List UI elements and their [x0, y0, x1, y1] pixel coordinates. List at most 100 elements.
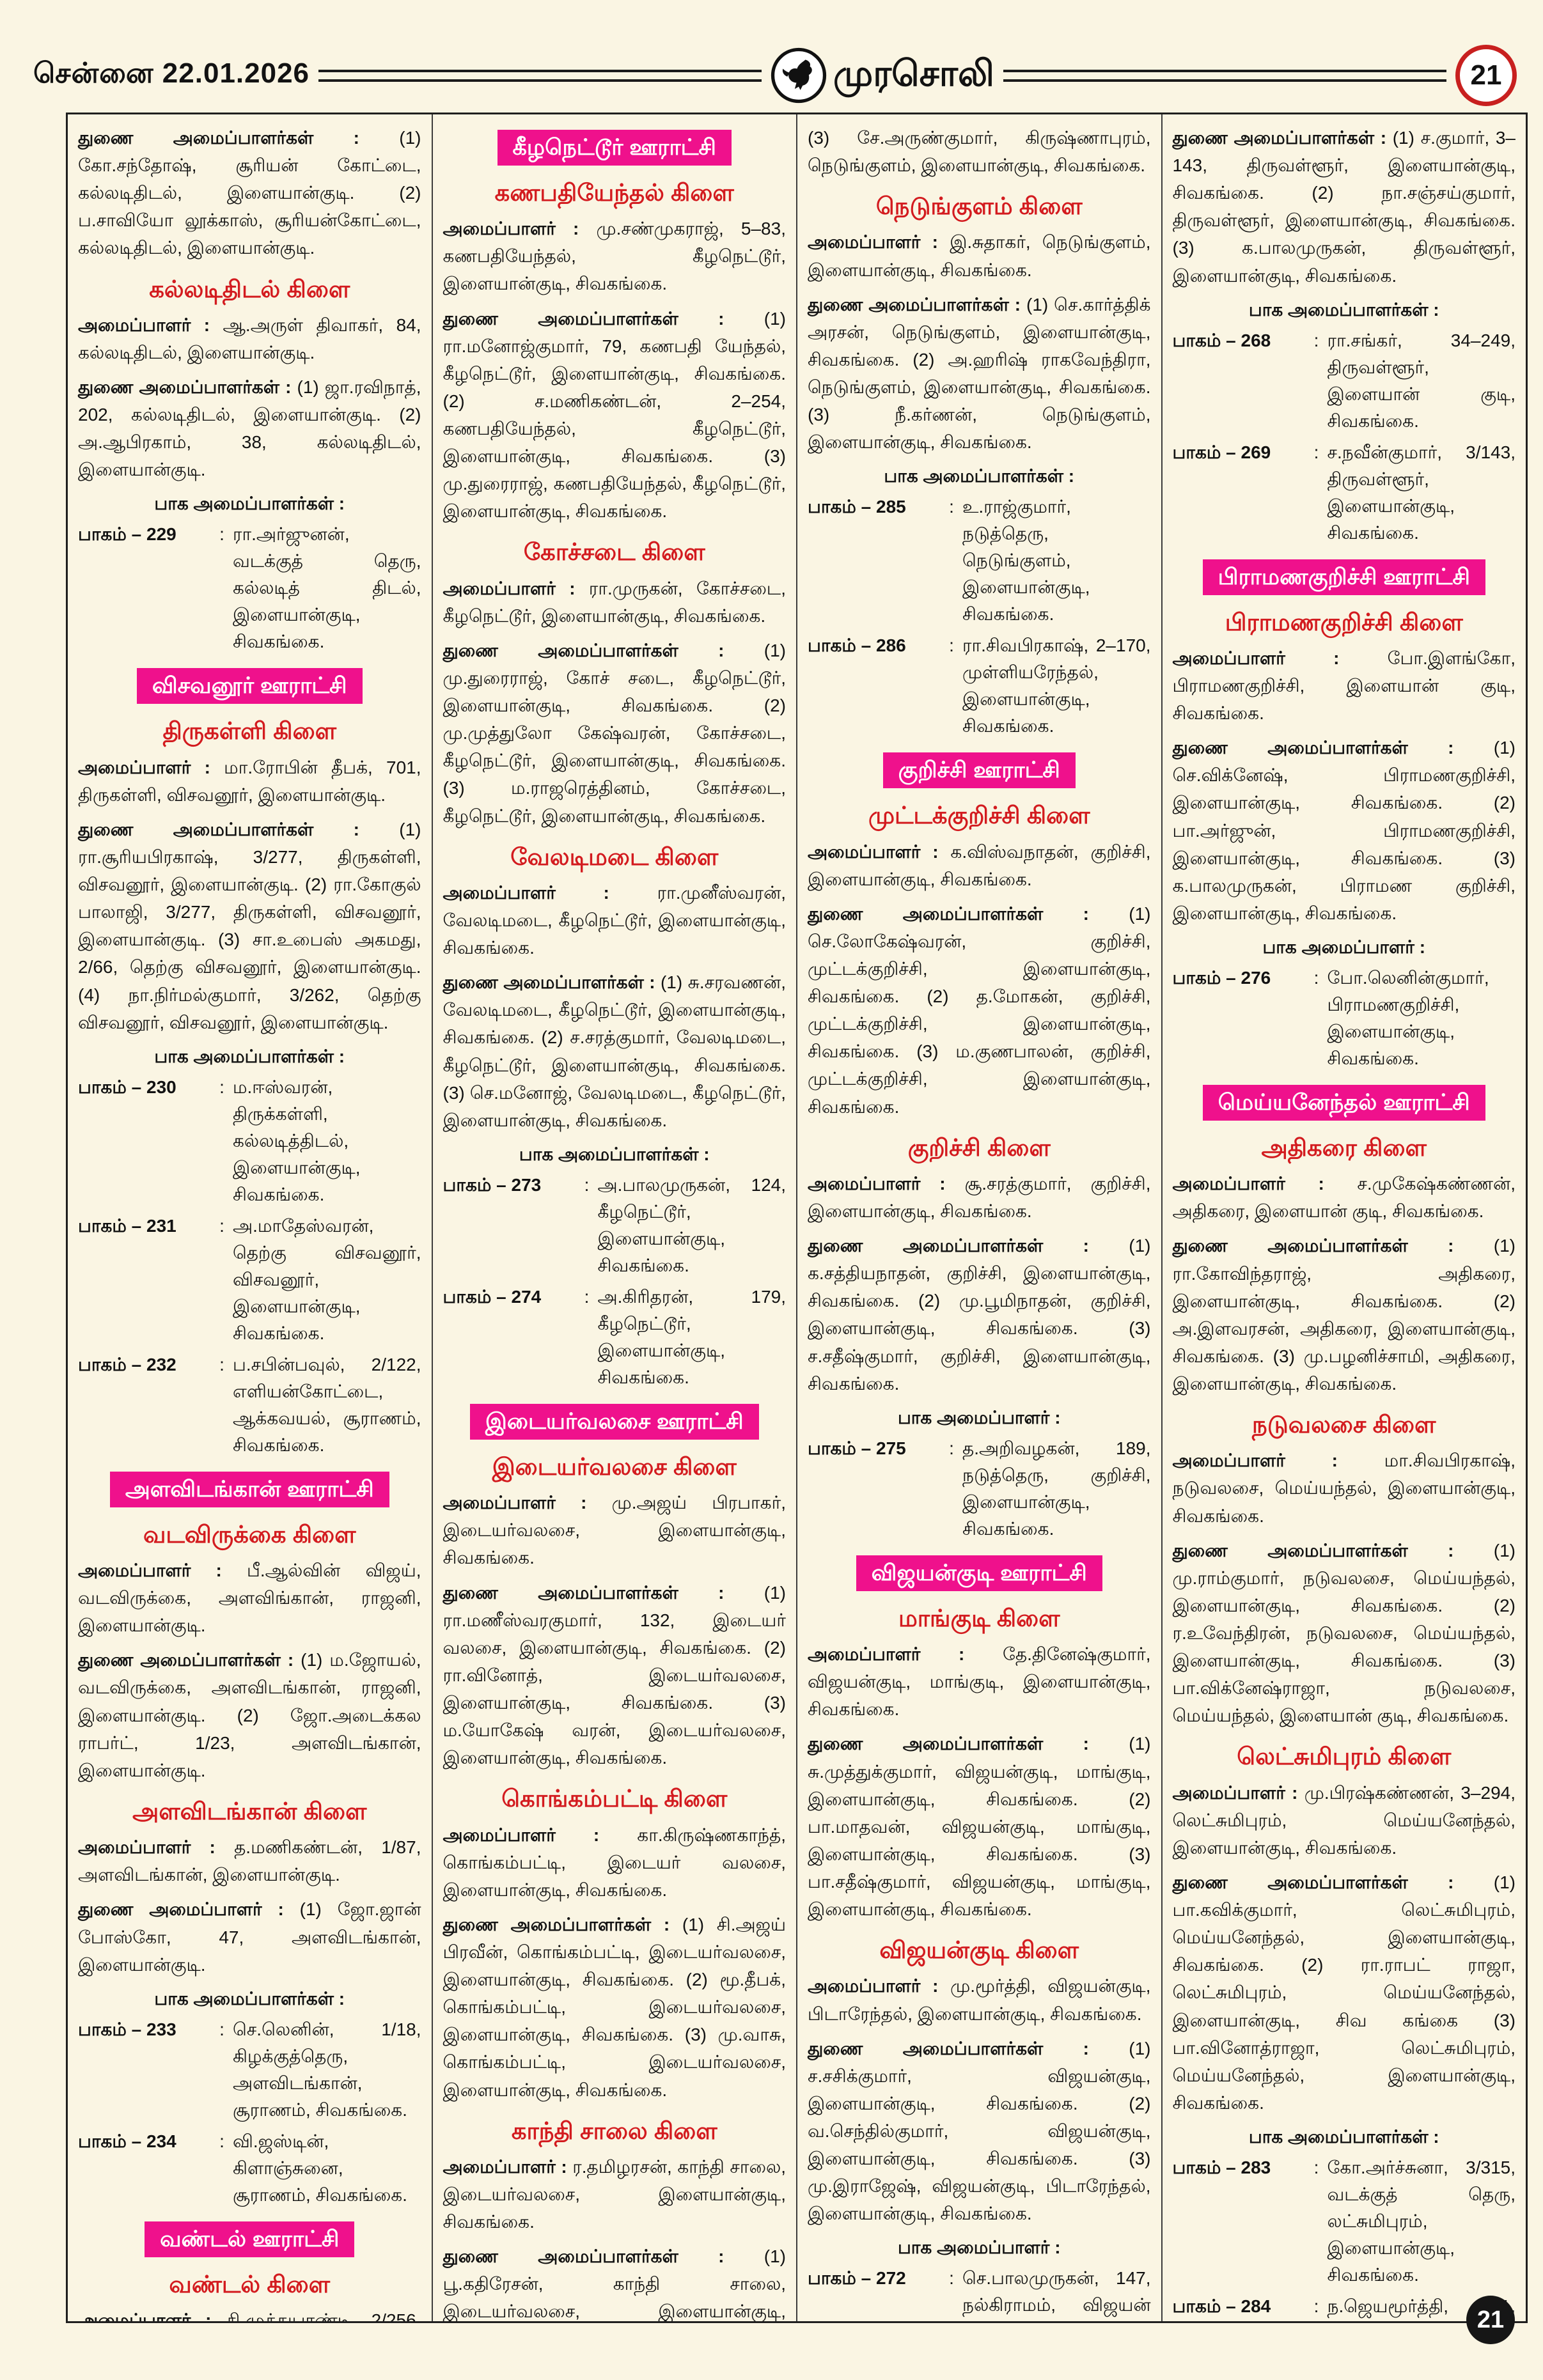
- panchayat-banner: குறிச்சி ஊராட்சி: [808, 752, 1151, 789]
- part-number: பாகம் – 232: [78, 1354, 176, 1374]
- part-colon: :: [219, 1215, 224, 1236]
- part-colon: :: [1313, 2296, 1319, 2317]
- body-paragraph: அமைப்பாளர் : கா.கிருஷ்ணகாந்த், கொங்கம்பட…: [443, 1824, 787, 1900]
- part-number: பாகம் – 284: [1172, 2296, 1271, 2317]
- panchayat-banner: விஜயன்குடி ஊராட்சி: [808, 1555, 1151, 1591]
- part-number: பாகம் – 233: [78, 2019, 176, 2039]
- paragraph-lead-label: அமைப்பாளர் :: [78, 2310, 226, 2321]
- branch-heading: குறிச்சி கிளை: [907, 1134, 1051, 1161]
- panchayat-banner: கீழநெட்டூர் ஊராட்சி: [443, 130, 787, 166]
- content-frame: துணை அமைப்பாளர்கள் : (1) கோ.சந்தோஷ், சூர…: [66, 113, 1528, 2323]
- branch-heading: திருகள்ளி கிளை: [162, 718, 337, 745]
- body-paragraph: அமைப்பாளர் : தே.தினேஷ்குமார், விஜயன்குடி…: [808, 1644, 1151, 1720]
- panchayat-banner: இடையர்வலசை ஊராட்சி: [443, 1403, 787, 1440]
- part-text: உ.ராஜ்குமார், நடுத்தெரு, நெடுங்குளம், இள…: [962, 497, 1090, 625]
- branch-heading: முட்டக்குறிச்சி கிளை: [868, 802, 1090, 829]
- paragraph-lead-label: துணை அமைப்பாளர்கள் :: [443, 2246, 764, 2267]
- body-paragraph: அமைப்பாளர் : ரா.முனீஸ்வரன், வேலடிமடை, கீ…: [443, 882, 787, 958]
- body-paragraph: (3) சே.அருண்குமார், கிருஷ்ணாபுரம், நெடுங…: [808, 128, 1151, 176]
- paragraph-lead-label: அமைப்பாளர் :: [78, 1560, 247, 1581]
- masthead-title: முரசொலி: [833, 52, 995, 93]
- part-colon: :: [219, 1077, 224, 1097]
- body-paragraph: அமைப்பாளர் : மா.ரோபின் தீபக், 701, திருக…: [78, 757, 421, 805]
- section-label: பாக அமைப்பாளர்கள் :: [884, 466, 1075, 486]
- body-paragraph: அமைப்பாளர் : ர.தமிழரசன், காந்தி சாலை, இட…: [443, 2156, 787, 2232]
- part-colon: :: [584, 1286, 590, 1307]
- paragraph-lead-label: துணை அமைப்பாளர்கள் :: [78, 377, 297, 398]
- body-paragraph: அமைப்பாளர் : மு.சண்முகராஜ், 5–83, கணபதிய…: [443, 219, 787, 294]
- header-rule-left: [318, 69, 762, 82]
- part-row: பாகம் – 283: கோ.அர்ச்சுனா, 3/315, வடக்குத…: [1173, 2154, 1516, 2289]
- part-number: பாகம் – 276: [1172, 968, 1271, 988]
- panchayat-banner-label: கீழநெட்டூர் ஊராட்சி: [497, 130, 732, 166]
- panchayat-banner-label: மெய்யனேந்தல் ஊராட்சி: [1202, 1085, 1485, 1121]
- body-paragraph: துணை அமைப்பாளர்கள் : (1) ரா.மனோஜ்குமார்,…: [443, 308, 787, 522]
- body-paragraph: அமைப்பாளர் : பீ.ஆல்வின் விஜய், வடவிருக்க…: [78, 1560, 421, 1636]
- part-row: பாகம் – 229: ரா.அர்ஜுனன், வடக்குத் தெரு, …: [78, 521, 421, 655]
- body-paragraph: துணை அமைப்பாளர்கள் : (1) செ.லோகேஷ்வரன், …: [808, 903, 1151, 1117]
- paragraph-lead-label: அமைப்பாளர் :: [443, 2156, 573, 2177]
- masthead: முரசொலி: [771, 47, 994, 104]
- part-number: பாகம் – 234: [78, 2131, 176, 2151]
- paragraph-lead-label: அமைப்பாளர் :: [808, 1976, 951, 1996]
- branch-heading: கணபதியேந்தல் கிளை: [494, 180, 734, 206]
- part-text: போ.லெனின்குமார், பிராமணகுறிச்சி, இளையான்…: [1327, 968, 1489, 1068]
- section-label: பாக அமைப்பாளர்கள் :: [519, 1144, 710, 1164]
- paragraph-lead-label: துணை அமைப்பாளர்கள் :: [443, 308, 764, 329]
- part-row: பாகம் – 273: அ.பாலமுருகன், 124, கீழநெட்டூ…: [443, 1172, 787, 1279]
- part-number: பாகம் – 286: [808, 635, 906, 656]
- part-colon: :: [949, 635, 954, 656]
- body-paragraph: அமைப்பாளர் : மு.அஜய் பிரபாகர், இடையர்வலச…: [443, 1493, 787, 1568]
- body-paragraph: துணை அமைப்பாளர்கள் : (1) ரா.சூரியபிரகாஷ்…: [78, 819, 421, 1032]
- body-paragraph: துணை அமைப்பாளர்கள் : (1) மு.ராம்குமார், …: [1172, 1540, 1516, 1726]
- paragraph-lead-label: துணை அமைப்பாளர்கள் :: [808, 1236, 1129, 1256]
- body-paragraph: துணை அமைப்பாளர்கள் : (1) செ.விக்னேஷ், பி…: [1172, 738, 1516, 923]
- panchayat-banner-label: இடையர்வலசை ஊராட்சி: [469, 1403, 759, 1440]
- paragraph-lead-label: துணை அமைப்பாளர் :: [78, 1899, 300, 1920]
- part-colon: :: [584, 1174, 590, 1195]
- branch-heading: அதிகரை கிளை: [1261, 1135, 1427, 1161]
- paragraph-lead-label: துணை அமைப்பாளர்கள் :: [78, 819, 400, 839]
- branch-heading: கோச்சடை கிளை: [523, 539, 705, 566]
- part-colon: :: [219, 2131, 224, 2151]
- paragraph-lead-label: துணை அமைப்பாளர்கள் :: [1172, 1540, 1494, 1560]
- branch-heading: நெடுங்குளம் கிளை: [875, 193, 1083, 220]
- paragraph-lead-label: துணை அமைப்பாளர்கள் :: [808, 294, 1027, 315]
- panchayat-banner: மெய்யனேந்தல் ஊராட்சி: [1173, 1085, 1516, 1121]
- part-colon: :: [219, 524, 224, 545]
- branch-heading: மாங்குடி கிளை: [898, 1605, 1060, 1631]
- branch-heading: கொங்கம்பட்டி கிளை: [501, 1785, 728, 1812]
- body-paragraph: துணை அமைப்பாளர்கள் : (1) மு.துரைராஜ், கோ…: [443, 640, 787, 826]
- body-paragraph: துணை அமைப்பாளர்கள் : (1) ச.சசிக்குமார், …: [808, 2038, 1151, 2224]
- branch-heading: லெட்சுமிபுரம் கிளை: [1237, 1743, 1452, 1770]
- page-number-badge: 21: [1455, 45, 1517, 106]
- body-paragraph: துணை அமைப்பாளர்கள் : (1) கோ.சந்தோஷ், சூர…: [78, 128, 421, 258]
- part-text: ச.நவீன்குமார், 3/143, திருவள்ளூர், இளையா…: [1327, 442, 1516, 543]
- panchayat-banner-label: அளவிடங்கான் ஊராட்சி: [109, 1471, 389, 1507]
- section-label: பாக அமைப்பாளர் :: [897, 2237, 1061, 2258]
- part-row: பாகம் – 230: ம.ஈஸ்வரன், திருக்கள்ளி, கல்ல…: [78, 1074, 421, 1208]
- part-colon: :: [1313, 2158, 1319, 2178]
- paragraph-lead-label: அமைப்பாளர் :: [443, 578, 589, 598]
- edition-date: சென்னை 22.01.2026: [33, 58, 310, 89]
- part-row: பாகம் – 276: போ.லெனின்குமார், பிராமணகுறிச…: [1173, 965, 1516, 1072]
- part-row: பாகம் – 233: செ.லெனின், 1/18, கிழக்குத்தெ…: [78, 2016, 421, 2124]
- part-colon: :: [1313, 330, 1319, 350]
- part-text: வி.ஜஸ்டின், கிளாஞ்சுனை, சூராணம், சிவகங்க…: [233, 2131, 407, 2205]
- branch-heading: அளவிடங்கான் கிளை: [132, 1798, 367, 1824]
- part-text: த.அறிவழகன், 189, நடுத்தெரு, குறிச்சி, இள…: [962, 1438, 1151, 1539]
- paragraph-lead-label: துணை அமைப்பாளர்கள் :: [808, 1734, 1129, 1754]
- branch-heading: கல்லடிதிடல் கிளை: [149, 276, 350, 302]
- panchayat-banner: வண்டல் ஊராட்சி: [78, 2221, 421, 2257]
- part-row: பாகம் – 274: அ.கிரிதரன், 179, கீழநெட்டூர்…: [443, 1284, 787, 1391]
- column-4: துணை அமைப்பாளர்கள் : (1) ச.குமார், 3–143…: [1163, 114, 1526, 2321]
- body-paragraph: அமைப்பாளர் : இ.சுதாகர், நெடுங்குளம், இளை…: [808, 232, 1151, 280]
- paragraph-lead-label: துணை அமைப்பாளர்கள் :: [443, 972, 661, 993]
- paragraph-lead-label: துணை அமைப்பாளர்கள் :: [78, 128, 400, 148]
- rooster-logo-icon: [771, 47, 827, 104]
- body-paragraph: அமைப்பாளர் : சி.முத்துபாண்டி, 2/256, மாட…: [78, 2306, 421, 2321]
- paragraph-lead-label: துணை அமைப்பாளர்கள் :: [443, 640, 764, 660]
- section-label: பாக அமைப்பாளர்கள் :: [154, 494, 345, 514]
- part-number: பாகம் – 230: [78, 1077, 176, 1097]
- part-colon: :: [949, 1438, 954, 1458]
